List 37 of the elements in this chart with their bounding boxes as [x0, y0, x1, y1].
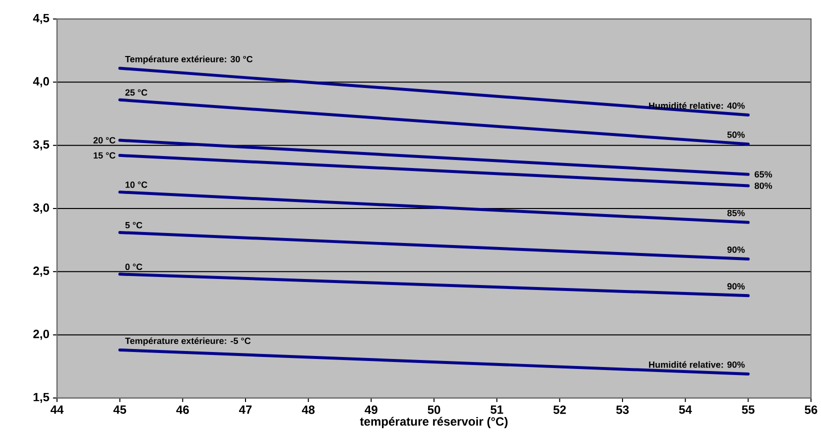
series-label: 20 °C	[93, 137, 116, 144]
series-label: 5 °C	[125, 222, 142, 228]
series-label: 10 °C	[126, 182, 148, 188]
series-label: 15 °C	[94, 152, 116, 159]
x-tick-label: 49	[364, 405, 378, 414]
x-tick-label: 51	[490, 405, 504, 414]
series-label: 25 °C	[125, 89, 148, 96]
x-tick-label: 52	[553, 405, 566, 414]
annotation: Humidité relative: 90%	[649, 361, 745, 368]
annotation: 50%	[727, 132, 745, 138]
x-tick-label: 54	[679, 405, 692, 414]
y-tick-label: 2,5	[33, 266, 50, 277]
x-tick-label: 55	[742, 405, 754, 414]
annotation: 85%	[727, 210, 745, 216]
y-tick-label: 3,5	[33, 140, 50, 150]
series-label: Température extérieure: 30 °C	[125, 56, 253, 64]
annotation: 80%	[754, 182, 772, 189]
series-label: Température extérieure: -5 °C	[125, 337, 251, 346]
y-tick-label: 1,5	[34, 392, 50, 404]
x-tick-label: 56	[804, 405, 818, 414]
x-tick-label: 45	[113, 405, 126, 414]
y-tick-label: 2,0	[33, 330, 50, 340]
x-tick-label: 47	[239, 405, 252, 414]
y-tick-label: 4,5	[33, 14, 50, 24]
x-tick-label: 53	[616, 405, 629, 414]
x-tick-label: 46	[176, 405, 189, 414]
annotation: 65%	[754, 171, 772, 178]
y-tick-label: 4,0	[33, 77, 50, 88]
x-tick-label: 50	[428, 405, 440, 414]
x-tick-label: 48	[302, 405, 315, 414]
annotation: Humidité relative: 40%	[649, 102, 745, 109]
y-tick-label: 3,0	[33, 203, 50, 214]
annotation: 90%	[727, 246, 745, 253]
series-label: 0 °C	[125, 264, 142, 270]
x-tick-label: 44	[50, 405, 64, 414]
x-axis-title: température réservoir (°C)	[360, 416, 508, 428]
annotation: 90%	[727, 283, 745, 290]
